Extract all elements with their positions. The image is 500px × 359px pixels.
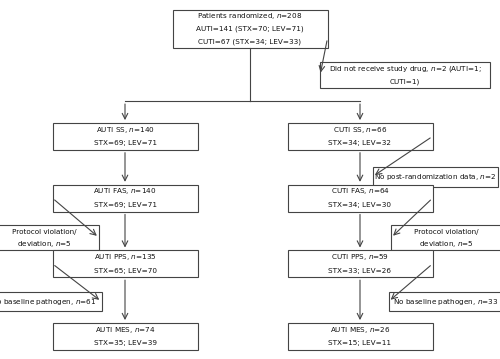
Text: AUTI MES, $n$=74: AUTI MES, $n$=74 (94, 325, 156, 335)
Text: deviation, $n$=5: deviation, $n$=5 (16, 239, 72, 249)
Text: No baseline pathogen, $n$=33: No baseline pathogen, $n$=33 (394, 297, 498, 307)
Text: Patients randomized, $n$=208: Patients randomized, $n$=208 (198, 11, 302, 21)
Text: CUTI PPS, $n$=59: CUTI PPS, $n$=59 (331, 252, 389, 262)
Text: STX=69; LEV=71: STX=69; LEV=71 (94, 202, 156, 208)
Bar (391, 225, 500, 250)
Text: Did not receive study drug, $n$=2 (AUTI=1;: Did not receive study drug, $n$=2 (AUTI=… (328, 64, 482, 74)
Bar (288, 185, 432, 211)
Bar (288, 251, 432, 277)
Bar (52, 185, 198, 211)
Text: STX=69; LEV=71: STX=69; LEV=71 (94, 140, 156, 146)
Text: STX=65; LEV=70: STX=65; LEV=70 (94, 267, 156, 274)
Bar (0, 225, 99, 250)
Text: STX=34; LEV=30: STX=34; LEV=30 (328, 202, 392, 208)
Bar (52, 323, 198, 350)
Text: AUTI SS, $n$=140: AUTI SS, $n$=140 (96, 125, 154, 135)
Text: AUTI MES, $n$=26: AUTI MES, $n$=26 (330, 325, 390, 335)
Bar (52, 251, 198, 277)
Text: AUTI FAS, $n$=140: AUTI FAS, $n$=140 (94, 186, 156, 196)
Text: CUTI=1): CUTI=1) (390, 79, 420, 85)
Bar (172, 10, 328, 47)
Bar (288, 123, 432, 150)
Text: STX=33; LEV=26: STX=33; LEV=26 (328, 267, 392, 274)
Bar (52, 123, 198, 150)
Text: No post-randomization data, $n$=2: No post-randomization data, $n$=2 (374, 172, 496, 182)
Bar (0, 292, 102, 311)
Text: Protocol violation/: Protocol violation/ (414, 229, 478, 234)
Text: STX=15; LEV=11: STX=15; LEV=11 (328, 340, 392, 346)
Text: AUTI=141 (STX=70; LEV=71): AUTI=141 (STX=70; LEV=71) (196, 25, 304, 32)
Bar (288, 323, 432, 350)
Text: No baseline pathogen, $n$=61: No baseline pathogen, $n$=61 (0, 297, 96, 307)
Text: deviation, $n$=5: deviation, $n$=5 (418, 239, 474, 249)
Text: CUTI FAS, $n$=64: CUTI FAS, $n$=64 (330, 186, 390, 196)
Text: Protocol violation/: Protocol violation/ (12, 229, 76, 234)
Text: CUTI SS, $n$=66: CUTI SS, $n$=66 (333, 125, 387, 135)
Text: STX=34; LEV=32: STX=34; LEV=32 (328, 140, 392, 146)
Text: AUTI PPS, $n$=135: AUTI PPS, $n$=135 (94, 252, 156, 262)
Text: STX=35; LEV=39: STX=35; LEV=39 (94, 340, 156, 346)
Bar (320, 62, 490, 88)
Bar (372, 167, 498, 187)
Text: CUTI=67 (STX=34; LEV=33): CUTI=67 (STX=34; LEV=33) (198, 38, 302, 45)
Bar (388, 292, 500, 311)
